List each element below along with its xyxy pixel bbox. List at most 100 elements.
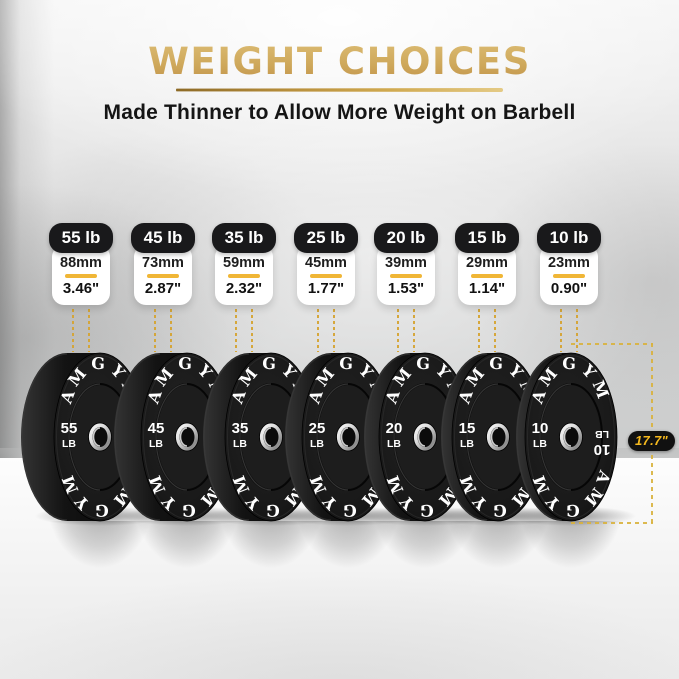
- page-title: WEIGHT CHOICES: [0, 40, 679, 83]
- rim-highlight: [441, 353, 488, 521]
- plate-weight-mirrored: 10 LB: [594, 428, 611, 458]
- plate-floor-reflection: [125, 521, 249, 617]
- measure-leader-line: [478, 309, 480, 352]
- gold-divider: [228, 274, 260, 278]
- thickness-card-15lb: 15 lb 29mm 1.14": [455, 223, 519, 305]
- thickness-values: 73mm 2.87": [134, 245, 192, 305]
- diameter-badge: 17.7": [628, 431, 675, 451]
- gold-divider: [471, 274, 503, 278]
- thickness-mm: 39mm: [385, 255, 427, 271]
- plate-weight-unit: LB: [233, 438, 247, 450]
- plate-weight-unit: LB: [533, 438, 547, 450]
- thickness-values: 88mm 3.46": [52, 245, 110, 305]
- rim-highlight: [516, 353, 563, 521]
- thickness-card-20lb: 20 lb 39mm 1.53": [374, 223, 438, 305]
- recess-ring-highlight: [155, 383, 188, 491]
- rim-highlight: [364, 353, 411, 521]
- thickness-inch: 1.77": [307, 279, 345, 297]
- plate-floor-reflection: [209, 521, 333, 617]
- hub-hole: [490, 427, 506, 447]
- plate-weight-unit: LB: [310, 438, 324, 450]
- measure-leader-line: [576, 309, 578, 352]
- hub-hole: [563, 427, 579, 447]
- weight-label-pill: 45 lb: [131, 223, 195, 253]
- measure-leader-line: [251, 309, 253, 352]
- diameter-dim-line-top: [571, 343, 653, 345]
- rim-highlight: [21, 353, 68, 521]
- hub-hole-highlight: [417, 427, 426, 447]
- plate-weight-number: 10: [594, 441, 611, 458]
- measure-leader-line: [170, 309, 172, 352]
- measure-leader-line: [72, 309, 74, 352]
- thickness-inch: 2.32": [225, 279, 263, 297]
- recess-ring-highlight: [239, 383, 272, 491]
- thickness-mm: 29mm: [466, 255, 508, 271]
- thickness-values: 23mm 0.90": [540, 245, 598, 305]
- measure-leader-line: [154, 309, 156, 352]
- plate-weight-unit: LB: [149, 438, 163, 450]
- plate-weight-number: 35: [232, 420, 249, 437]
- weight-label-pill: 20 lb: [374, 223, 438, 253]
- weight-label-pill: 35 lb: [212, 223, 276, 253]
- thickness-values: 59mm 2.32": [215, 245, 273, 305]
- thickness-mm: 73mm: [142, 255, 184, 271]
- plate-floor-reflection: [436, 521, 560, 617]
- hub-hole: [340, 427, 356, 447]
- plate-weight-unit: LB: [62, 438, 76, 450]
- thickness-mm: 45mm: [305, 255, 347, 271]
- header: WEIGHT CHOICES Made Thinner to Allow Mor…: [0, 40, 679, 125]
- plate-weight-number: 55: [61, 420, 78, 437]
- hub-hole-highlight: [179, 427, 188, 447]
- measure-leader-line: [333, 309, 335, 352]
- plate-weight-number: 45: [148, 420, 165, 437]
- hub-hole: [417, 427, 433, 447]
- recess-ring-highlight: [68, 383, 101, 491]
- plate-weight-number: 15: [459, 420, 476, 437]
- thickness-mm: 88mm: [60, 255, 102, 271]
- rim-highlight: [203, 353, 250, 521]
- measure-leader-line: [317, 309, 319, 352]
- thickness-mm: 59mm: [223, 255, 265, 271]
- plate-weight-number: 20: [386, 420, 403, 437]
- hub-hole-highlight: [563, 427, 572, 447]
- hub-hole-highlight: [92, 427, 101, 447]
- bumper-plate-10lb: AMGYM AMGYM 10 LB 10 LB: [516, 352, 618, 522]
- measure-leader-line: [88, 309, 90, 352]
- hub-hole: [263, 427, 279, 447]
- gold-divider: [390, 274, 422, 278]
- measure-leader-line: [494, 309, 496, 352]
- thickness-card-55lb: 55 lb 88mm 3.46": [49, 223, 113, 305]
- recess-ring-highlight: [316, 383, 349, 491]
- thickness-card-25lb: 25 lb 45mm 1.77": [294, 223, 358, 305]
- diameter-dim-line-bottom: [571, 522, 653, 524]
- weight-label-pill: 55 lb: [49, 223, 113, 253]
- plate-weight-unit: LB: [595, 428, 609, 440]
- gold-divider: [310, 274, 342, 278]
- hub-hole: [92, 427, 108, 447]
- plate-weight-unit: LB: [460, 438, 474, 450]
- hub-hole-highlight: [263, 427, 272, 447]
- measure-leader-line: [413, 309, 415, 352]
- rim-highlight: [114, 353, 161, 521]
- thickness-card-45lb: 45 lb 73mm 2.87": [131, 223, 195, 305]
- plate-weight-number: 10: [532, 420, 549, 437]
- page-subtitle: Made Thinner to Allow More Weight on Bar…: [103, 101, 576, 124]
- plate-floor-reflection: [286, 521, 410, 617]
- plate-floor-reflection: [363, 521, 487, 617]
- plate-weight-unit: LB: [387, 438, 401, 450]
- bumper-plate-15lb: AMGYM AMGYM 15 LB: [441, 352, 545, 522]
- recess-ring-highlight: [539, 383, 572, 491]
- hub-hole: [179, 427, 195, 447]
- measure-leader-line: [397, 309, 399, 352]
- recess-ring-highlight: [466, 383, 499, 491]
- hub-hole-highlight: [490, 427, 499, 447]
- thickness-mm: 23mm: [548, 255, 590, 271]
- thickness-inch: 2.87": [144, 279, 182, 297]
- gold-divider: [147, 274, 179, 278]
- thickness-inch: 0.90": [550, 279, 588, 297]
- hub-hole-highlight: [340, 427, 349, 447]
- measure-leader-line: [560, 309, 562, 352]
- face-edge-ring: [527, 355, 615, 519]
- thickness-inch: 1.14": [468, 279, 506, 297]
